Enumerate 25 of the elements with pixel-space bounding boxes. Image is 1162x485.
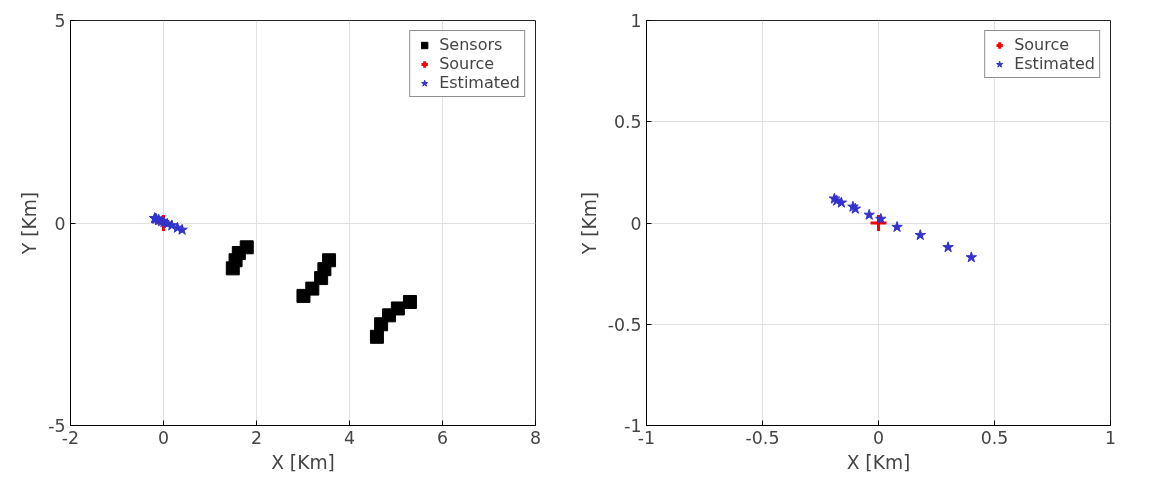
x-tick-label: 6	[436, 427, 449, 448]
y-axis-title: Y [Km]	[19, 191, 41, 256]
y-tick-label: -5	[48, 416, 66, 436]
x-tick-label: 8	[529, 427, 542, 448]
y-tick-label: 0	[54, 213, 66, 234]
legend-label: Source	[439, 54, 495, 73]
y-tick-label: 1	[630, 11, 642, 31]
x-tick-label: 4	[343, 427, 356, 448]
x-tick-label: -0.5	[745, 427, 780, 448]
x-tick-label: 0.5	[980, 427, 1009, 448]
legend-label: Sensors	[439, 35, 503, 54]
x-axis-title: X [Km]	[846, 451, 911, 473]
x-tick-label: 0	[872, 427, 885, 448]
y-tick-label: 5	[54, 11, 66, 31]
x-tick-label: 2	[250, 427, 263, 448]
x-tick-label: 0	[157, 427, 170, 448]
x-axis-title: X [Km]	[271, 451, 335, 473]
y-tick-label: 0.5	[613, 112, 642, 133]
legend-label: Estimated	[1014, 54, 1095, 73]
y-tick-label: -0.5	[607, 314, 642, 335]
y-axis-title: Y [Km]	[578, 191, 600, 256]
y-tick-label: 0	[630, 213, 642, 234]
legend-label: Estimated	[439, 73, 520, 92]
legend-label: Source	[1014, 35, 1070, 54]
x-tick-label: 1	[1104, 427, 1117, 448]
